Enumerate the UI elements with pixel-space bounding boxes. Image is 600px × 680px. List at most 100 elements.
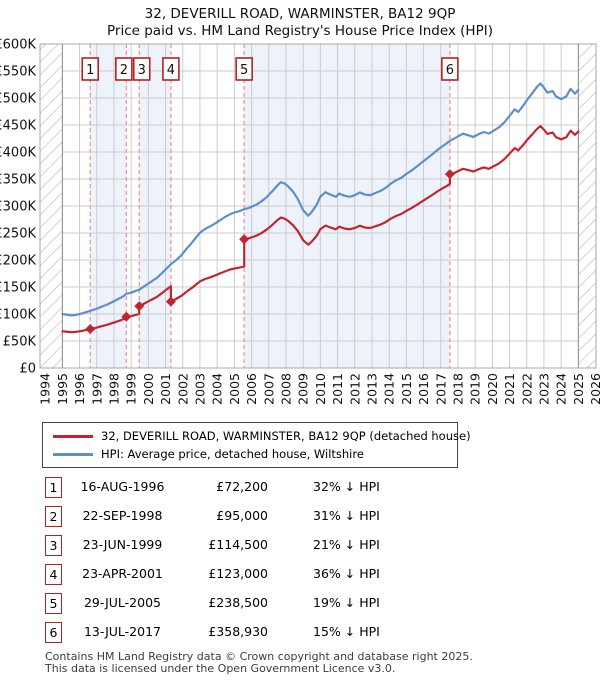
transaction-date: 23-APR-2001 bbox=[82, 566, 163, 581]
transaction-row: 5 29-JUL-2005 £238,500 19% ↓ HPI bbox=[0, 593, 600, 615]
transaction-price: £358,930 bbox=[208, 624, 268, 639]
y-axis-label: £150K bbox=[0, 281, 36, 296]
transaction-point bbox=[239, 234, 250, 245]
transaction-marker-box: 5 bbox=[235, 57, 253, 81]
transaction-number-badge: 1 bbox=[45, 477, 62, 498]
transaction-date: 23-JUN-1999 bbox=[82, 537, 163, 552]
page-title: 32, DEVERILL ROAD, WARMINSTER, BA12 9QP bbox=[144, 6, 456, 22]
svg-text:1: 1 bbox=[86, 63, 94, 78]
x-axis-label: 2000 bbox=[141, 373, 156, 405]
footer-copyright: Contains HM Land Registry data © Crown c… bbox=[45, 650, 473, 663]
x-axis-label: 2016 bbox=[416, 373, 431, 405]
svg-text:2: 2 bbox=[120, 63, 128, 78]
x-axis-label: 2013 bbox=[364, 373, 379, 405]
y-axis-label: £450K bbox=[0, 119, 36, 134]
footer-licence: This data is licensed under the Open Gov… bbox=[45, 662, 396, 675]
transaction-number-badge: 5 bbox=[45, 593, 62, 614]
y-axis-label: £550K bbox=[0, 65, 36, 80]
transaction-hpi-delta: 31% ↓ HPI bbox=[313, 508, 380, 523]
transaction-row: 2 22-SEP-1998 £95,000 31% ↓ HPI bbox=[0, 506, 600, 528]
transaction-date: 16-AUG-1996 bbox=[80, 479, 165, 494]
x-axis-label: 2025 bbox=[571, 373, 586, 405]
transaction-point bbox=[85, 324, 96, 335]
transaction-marker-box: 3 bbox=[132, 57, 151, 81]
transaction-point bbox=[165, 296, 176, 307]
legend-swatch-red-line bbox=[53, 435, 93, 438]
transaction-price: £72,200 bbox=[216, 479, 268, 494]
transaction-hpi-delta: 19% ↓ HPI bbox=[313, 595, 380, 610]
x-axis-label: 2003 bbox=[192, 373, 207, 405]
x-axis-label: 2019 bbox=[468, 373, 483, 405]
x-axis-label: 1995 bbox=[55, 373, 70, 405]
transaction-price: £123,000 bbox=[208, 566, 268, 581]
x-axis-label: 2001 bbox=[158, 373, 173, 405]
transaction-hpi-delta: 32% ↓ HPI bbox=[313, 479, 380, 494]
y-axis-label: £50K bbox=[3, 335, 37, 350]
transaction-hpi-delta: 36% ↓ HPI bbox=[313, 566, 380, 581]
page-subtitle: Price paid vs. HM Land Registry's House … bbox=[107, 23, 493, 39]
x-axis-label: 2011 bbox=[330, 373, 345, 405]
y-axis-label: £400K bbox=[0, 146, 36, 161]
x-axis-label: 2021 bbox=[502, 373, 517, 405]
price-chart-svg: 123456£0£50K£100K£150K£200K£250K£300K£35… bbox=[0, 38, 600, 405]
y-axis-label: £500K bbox=[0, 92, 36, 107]
y-axis-label: £600K bbox=[0, 38, 36, 53]
transaction-date: 22-SEP-1998 bbox=[82, 508, 163, 523]
x-axis-label: 2026 bbox=[588, 373, 600, 405]
transaction-row: 1 16-AUG-1996 £72,200 32% ↓ HPI bbox=[0, 477, 600, 499]
no-data-hatch bbox=[40, 44, 63, 368]
chart-legend: 32, DEVERILL ROAD, WARMINSTER, BA12 9QP … bbox=[42, 422, 471, 468]
y-axis-label: £300K bbox=[0, 200, 36, 215]
x-axis-label: 2010 bbox=[313, 373, 328, 405]
x-axis-label: 1996 bbox=[72, 373, 87, 405]
y-axis-label: £250K bbox=[0, 227, 36, 242]
x-axis-label: 2009 bbox=[296, 373, 311, 405]
x-axis-label: 2023 bbox=[536, 373, 551, 405]
x-axis-label: 2007 bbox=[261, 373, 276, 405]
legend-item-property: 32, DEVERILL ROAD, WARMINSTER, BA12 9QP … bbox=[43, 427, 471, 445]
x-axis-label: 2006 bbox=[244, 373, 259, 405]
transaction-date: 13-JUL-2017 bbox=[83, 624, 161, 639]
x-axis-label: 2015 bbox=[399, 373, 414, 405]
no-data-hatch bbox=[578, 44, 596, 368]
transaction-price: £114,500 bbox=[208, 537, 268, 552]
legend-label-hpi: HPI: Average price, detached house, Wilt… bbox=[101, 447, 364, 461]
transaction-number-badge: 3 bbox=[45, 535, 62, 556]
price-chart: 123456£0£50K£100K£150K£200K£250K£300K£35… bbox=[0, 38, 600, 405]
transaction-price: £238,500 bbox=[208, 595, 268, 610]
svg-text:3: 3 bbox=[138, 63, 146, 78]
x-axis-label: 2008 bbox=[278, 373, 293, 405]
x-axis-label: 2020 bbox=[485, 373, 500, 405]
transaction-number-badge: 4 bbox=[45, 564, 62, 585]
legend-item-hpi: HPI: Average price, detached house, Wilt… bbox=[43, 445, 457, 463]
y-axis-label: £100K bbox=[0, 308, 36, 323]
transaction-point bbox=[121, 311, 132, 322]
x-axis-label: 2018 bbox=[450, 373, 465, 405]
transaction-point bbox=[134, 301, 145, 312]
transaction-marker-box: 6 bbox=[441, 57, 459, 81]
transaction-marker-box: 2 bbox=[115, 57, 133, 81]
transaction-row: 3 23-JUN-1999 £114,500 21% ↓ HPI bbox=[0, 535, 600, 557]
svg-text:6: 6 bbox=[446, 63, 454, 78]
hpi-line bbox=[61, 82, 580, 317]
transaction-point bbox=[444, 169, 455, 180]
y-axis-label: £0 bbox=[19, 362, 36, 377]
x-axis-label: 2024 bbox=[554, 373, 569, 405]
transaction-marker-box: 1 bbox=[81, 57, 100, 81]
transaction-number-badge: 6 bbox=[45, 622, 62, 643]
svg-text:5: 5 bbox=[240, 63, 248, 78]
x-axis-label: 1997 bbox=[89, 373, 104, 405]
legend-label-property: 32, DEVERILL ROAD, WARMINSTER, BA12 9QP … bbox=[101, 429, 471, 443]
x-axis-label: 2012 bbox=[347, 373, 362, 405]
transaction-marker-box: 4 bbox=[162, 57, 180, 81]
y-axis-label: £350K bbox=[0, 173, 36, 188]
x-axis-label: 1999 bbox=[124, 373, 139, 405]
transaction-hpi-delta: 15% ↓ HPI bbox=[313, 624, 380, 639]
svg-text:4: 4 bbox=[167, 63, 175, 78]
x-axis-label: 1994 bbox=[38, 373, 53, 405]
x-axis-label: 2014 bbox=[382, 373, 397, 405]
transaction-number-badge: 2 bbox=[45, 506, 62, 527]
x-axis-label: 2005 bbox=[227, 373, 242, 405]
x-axis-label: 2004 bbox=[210, 373, 225, 405]
transaction-row: 4 23-APR-2001 £123,000 36% ↓ HPI bbox=[0, 564, 600, 586]
